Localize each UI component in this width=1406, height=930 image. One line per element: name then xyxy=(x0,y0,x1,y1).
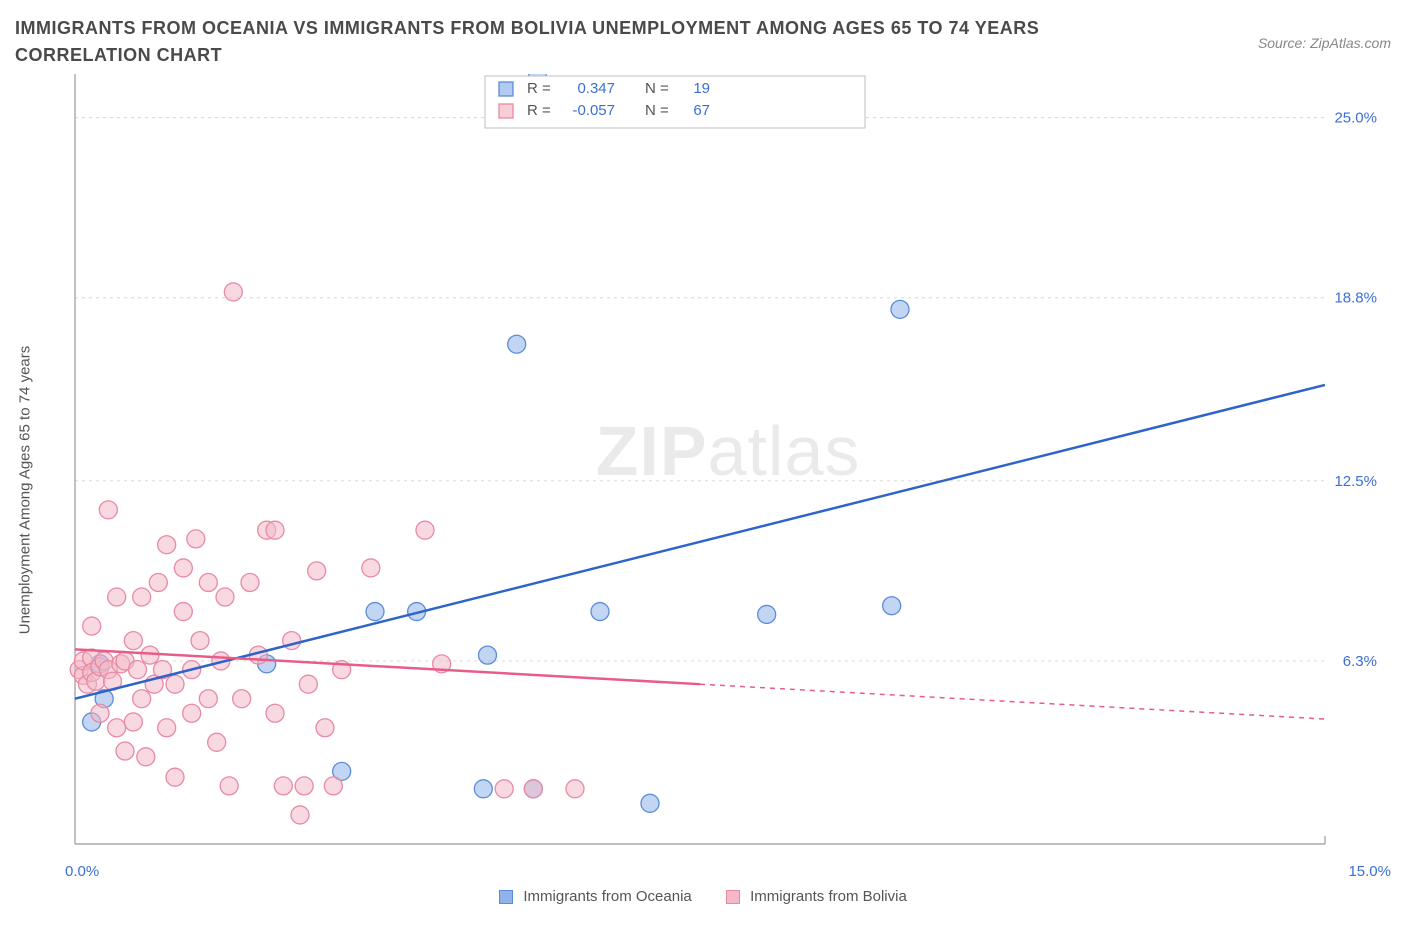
legend-item-oceania: Immigrants from Oceania xyxy=(499,888,696,905)
bottom-legend: Immigrants from Oceania Immigrants from … xyxy=(15,888,1391,905)
legend-swatch-icon xyxy=(499,890,513,904)
svg-text:R =: R = xyxy=(527,80,551,97)
x-axis-labels: 0.0% 15.0% xyxy=(65,863,1391,880)
legend-item-bolivia: Immigrants from Bolivia xyxy=(726,888,907,905)
svg-text:-0.057: -0.057 xyxy=(572,102,615,119)
svg-text:25.0%: 25.0% xyxy=(1334,110,1377,127)
y-axis-label: Unemployment Among Ages 65 to 74 years xyxy=(17,345,34,634)
svg-text:67: 67 xyxy=(693,102,710,119)
legend-label: Immigrants from Bolivia xyxy=(750,888,907,905)
svg-text:18.8%: 18.8% xyxy=(1334,290,1377,307)
svg-text:N =: N = xyxy=(645,80,669,97)
svg-text:6.3%: 6.3% xyxy=(1343,653,1377,670)
source-label: Source: ZipAtlas.com xyxy=(1258,35,1391,51)
x-tick-min: 0.0% xyxy=(65,863,99,880)
x-tick-max: 15.0% xyxy=(1348,863,1391,880)
scatter-chart: 6.3% 12.5% 18.8% 25.0% R = 0.347 N = 19 R = -0.05… xyxy=(65,74,1385,854)
chart-title: IMMIGRANTS FROM OCEANIA VS IMMIGRANTS FR… xyxy=(15,15,1115,69)
legend-label: Immigrants from Oceania xyxy=(523,888,691,905)
svg-text:N =: N = xyxy=(645,102,669,119)
svg-text:R =: R = xyxy=(527,102,551,119)
svg-text:0.347: 0.347 xyxy=(577,80,615,97)
svg-text:19: 19 xyxy=(693,80,710,97)
svg-text:12.5%: 12.5% xyxy=(1334,473,1377,490)
legend-swatch-icon xyxy=(726,890,740,904)
